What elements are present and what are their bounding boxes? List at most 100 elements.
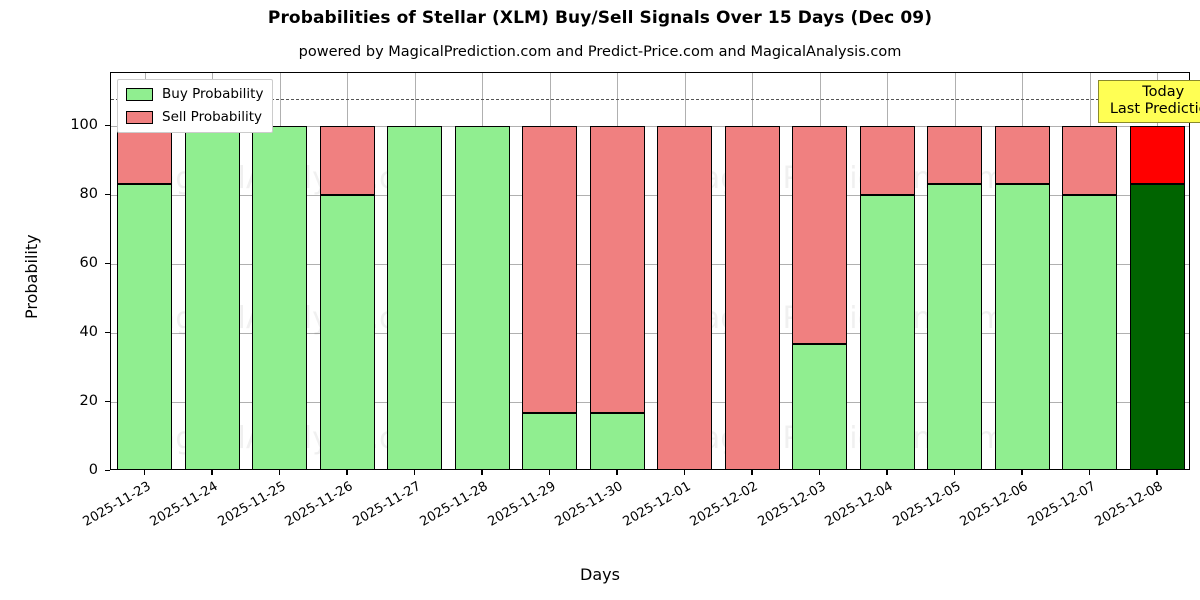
gridline-horizontal (111, 195, 1189, 196)
x-axis-tick-mark (211, 470, 213, 475)
x-axis-tick-label: 2025-11-30 (552, 479, 626, 530)
bar-2025-12-02[interactable] (724, 73, 780, 469)
bar-segment-sell (589, 126, 645, 414)
x-axis-tick-label: 2025-11-28 (417, 479, 491, 530)
x-axis-tick-mark (548, 470, 551, 475)
legend-item-buy[interactable]: Buy Probability (126, 86, 263, 102)
bar-segment-buy (589, 413, 645, 469)
bar-segment-sell (994, 126, 1050, 184)
x-axis-tick-label: 2025-12-01 (620, 479, 694, 530)
bar-2025-12-06[interactable] (994, 73, 1050, 469)
bar-2025-12-01[interactable] (657, 73, 713, 469)
y-axis-tick-mark (105, 332, 110, 334)
plot-inner: MagicalAnalysis.comMagicaPrediction.comM… (111, 73, 1189, 469)
bar-segment-sell (927, 126, 983, 184)
y-axis-tick-label: 0 (88, 462, 98, 478)
bar-segment-sell (1062, 126, 1118, 195)
y-axis-tick-label: 60 (79, 255, 98, 271)
x-axis-tick-mark (143, 470, 146, 475)
bar-2025-12-04[interactable] (859, 73, 915, 469)
y-axis-tick-label: 40 (79, 324, 98, 340)
x-axis-tick-label: 2025-12-04 (822, 479, 896, 530)
bar-2025-12-08[interactable] (1129, 73, 1185, 469)
x-axis-tick-label: 2025-11-23 (80, 479, 154, 530)
y-axis-title: Probability (22, 234, 41, 319)
bar-2025-11-24[interactable] (184, 73, 240, 469)
chart-subtitle: powered by MagicalPrediction.com and Pre… (298, 44, 902, 60)
bar-segment-buy (522, 413, 578, 469)
plot-area: MagicalAnalysis.comMagicaPrediction.comM… (110, 72, 1190, 470)
x-axis-tick-label: 2025-12-03 (755, 479, 829, 530)
legend-swatch-sell (126, 110, 153, 124)
gridline-horizontal (111, 126, 1189, 127)
bar-segment-buy (1062, 195, 1118, 469)
bar-2025-11-26[interactable] (319, 73, 375, 469)
bar-segment-buy (454, 126, 510, 469)
x-axis-tick-label: 2025-11-27 (350, 479, 424, 530)
bar-segment-sell (859, 126, 915, 195)
gridline-horizontal (111, 264, 1189, 265)
bar-segment-sell (117, 126, 173, 184)
x-axis-title: Days (580, 565, 620, 584)
bar-segment-sell (792, 126, 848, 345)
bar-segment-buy (859, 195, 915, 469)
x-axis-tick-label: 2025-12-02 (687, 479, 761, 530)
bar-2025-11-23[interactable] (117, 73, 173, 469)
threshold-dashed-line (111, 99, 1189, 100)
x-axis-tick-mark (616, 470, 618, 475)
today-label-line1: Today (1142, 84, 1185, 100)
today-annotation-box: Today Last Prediction (1098, 80, 1200, 123)
chart-title: Probabilities of Stellar (XLM) Buy/Sell … (267, 8, 933, 28)
y-axis-tick-label: 20 (79, 393, 98, 409)
x-axis-tick-mark (1088, 470, 1091, 475)
y-axis-tick-mark (105, 194, 110, 196)
bar-segment-buy (1129, 183, 1185, 469)
x-axis-tick-mark (751, 470, 753, 475)
x-axis-tick-label: 2025-12-06 (957, 479, 1031, 530)
legend-label-sell: Sell Probability (162, 109, 263, 125)
x-axis-tick-mark (1021, 470, 1023, 475)
bar-segment-sell (522, 126, 578, 414)
y-axis-tick-label: 80 (79, 186, 98, 202)
x-axis-tick-mark (818, 470, 821, 475)
bar-segment-buy (927, 183, 983, 469)
x-axis-tick-mark (481, 470, 483, 475)
bar-segment-buy (387, 126, 443, 469)
bar-2025-11-25[interactable] (252, 73, 308, 469)
x-axis-tick-mark (413, 470, 416, 475)
x-axis-tick-mark (278, 470, 281, 475)
bar-2025-11-28[interactable] (454, 73, 510, 469)
y-axis-tick-mark (105, 125, 110, 127)
x-axis-tick-mark (683, 470, 686, 475)
bar-segment-buy (319, 195, 375, 469)
x-axis-tick-label: 2025-12-07 (1025, 479, 1099, 530)
bar-2025-12-07[interactable] (1062, 73, 1118, 469)
y-axis-tick-mark (105, 470, 110, 472)
legend-label-buy: Buy Probability (162, 86, 264, 102)
x-axis-tick-label: 2025-12-08 (1092, 479, 1166, 530)
y-axis-tick-mark (105, 401, 110, 403)
y-axis-tick-label: 100 (70, 117, 98, 133)
bar-segment-buy (994, 183, 1050, 469)
bar-segment-sell (1129, 126, 1185, 184)
bar-segment-buy (184, 126, 240, 469)
bar-segment-buy (252, 126, 308, 469)
bar-segment-sell (657, 126, 713, 469)
gridline-horizontal (111, 333, 1189, 334)
bar-2025-11-30[interactable] (589, 73, 645, 469)
x-axis-tick-mark (953, 470, 956, 475)
legend-item-sell[interactable]: Sell Probability (126, 109, 263, 125)
bar-2025-11-27[interactable] (387, 73, 443, 469)
today-label-line2: Last Prediction (1109, 100, 1200, 117)
bar-2025-11-29[interactable] (522, 73, 578, 469)
chart-legend: Buy Probability Sell Probability (117, 79, 274, 133)
x-axis-tick-label: 2025-11-26 (282, 479, 356, 530)
x-axis-tick-mark (886, 470, 888, 475)
bar-segment-buy (117, 183, 173, 469)
bar-segment-sell (319, 126, 375, 195)
bar-2025-12-05[interactable] (927, 73, 983, 469)
y-axis-tick-mark (105, 263, 110, 265)
bar-2025-12-03[interactable] (792, 73, 848, 469)
x-axis-tick-mark (1156, 470, 1158, 475)
